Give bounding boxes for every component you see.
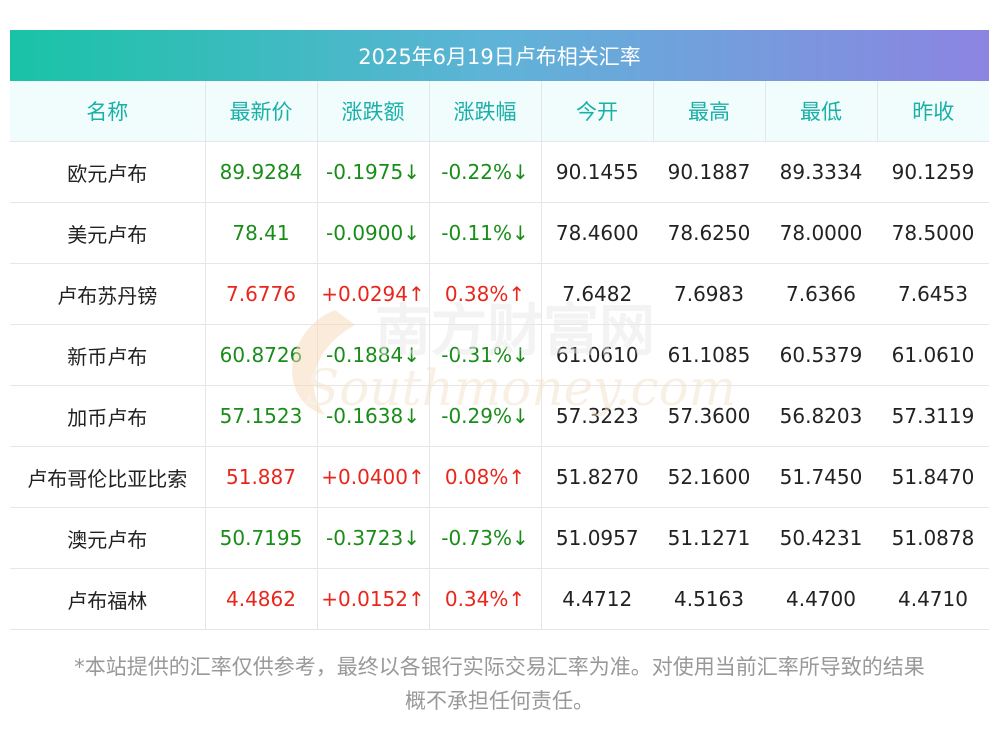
cell-low: 51.7450 [765, 446, 877, 508]
cell-high: 52.1600 [653, 446, 765, 508]
cell-latest: 60.8726 [205, 324, 318, 386]
cell-change: -0.1884↓ [317, 324, 430, 386]
cell-low: 4.4700 [765, 568, 877, 630]
cell-open: 90.1455 [541, 141, 653, 203]
cell-high: 4.5163 [653, 568, 765, 630]
header-open: 今开 [541, 81, 654, 142]
cell-high: 7.6983 [653, 263, 765, 325]
cell-latest: 4.4862 [205, 568, 318, 630]
cell-prev: 51.0878 [877, 507, 989, 569]
cell-high: 61.1085 [653, 324, 765, 386]
cell-name: 澳元卢布 [10, 507, 206, 569]
cell-high: 57.3600 [653, 385, 765, 447]
table-row: 欧元卢布 89.9284 -0.1975↓ -0.22%↓ 90.1455 90.1887… [10, 141, 989, 203]
cell-prev: 90.1259 [877, 141, 989, 203]
table-body: 欧元卢布 89.9284 -0.1975↓ -0.22%↓ 90.1455 90.1887… [10, 141, 989, 630]
cell-change: +0.0400↑ [317, 446, 430, 508]
table-row: 卢布哥伦比亚比索 51.887 +0.0400↑ 0.08%↑ 51.8270 52.16… [10, 446, 989, 508]
cell-prev: 51.8470 [877, 446, 989, 508]
cell-name: 欧元卢布 [10, 141, 206, 203]
table-row: 卢布福林 4.4862 +0.0152↑ 0.34%↑ 4.4712 4.5163 4.47… [10, 568, 989, 630]
table-row: 卢布苏丹镑 7.6776 +0.0294↑ 0.38%↑ 7.6482 7.6983 7.6… [10, 263, 989, 325]
cell-prev: 57.3119 [877, 385, 989, 447]
table-row: 加币卢布 57.1523 -0.1638↓ -0.29%↓ 57.3223 57.3600… [10, 385, 989, 447]
cell-name: 卢布哥伦比亚比索 [10, 446, 206, 508]
cell-name: 新币卢布 [10, 324, 206, 386]
cell-latest: 78.41 [205, 202, 318, 264]
cell-low: 50.4231 [765, 507, 877, 569]
disclaimer-line-2: 概不承担任何责任。 [405, 689, 594, 713]
cell-pct: 0.38%↑ [429, 263, 542, 325]
cell-latest: 50.7195 [205, 507, 318, 569]
cell-change: +0.0152↑ [317, 568, 430, 630]
table-row: 澳元卢布 50.7195 -0.3723↓ -0.73%↓ 51.0957 51.1271… [10, 507, 989, 569]
cell-open: 78.4600 [541, 202, 653, 264]
cell-name: 卢布苏丹镑 [10, 263, 206, 325]
cell-name: 卢布福林 [10, 568, 206, 630]
cell-pct: -0.22%↓ [429, 141, 542, 203]
cell-pct: -0.11%↓ [429, 202, 542, 264]
header-latest: 最新价 [205, 81, 318, 142]
cell-low: 60.5379 [765, 324, 877, 386]
cell-change: -0.1638↓ [317, 385, 430, 447]
table-row: 新币卢布 60.8726 -0.1884↓ -0.31%↓ 61.0610 61.1085… [10, 324, 989, 386]
cell-prev: 61.0610 [877, 324, 989, 386]
table-header-row: 名称 最新价 涨跌额 涨跌幅 今开 最高 最低 昨收 [10, 81, 989, 142]
cell-change: -0.3723↓ [317, 507, 430, 569]
header-high: 最高 [653, 81, 766, 142]
header-pct: 涨跌幅 [429, 81, 542, 142]
cell-low: 89.3334 [765, 141, 877, 203]
cell-low: 7.6366 [765, 263, 877, 325]
cell-latest: 57.1523 [205, 385, 318, 447]
cell-change: +0.0294↑ [317, 263, 430, 325]
cell-open: 7.6482 [541, 263, 653, 325]
rate-table: 名称 最新价 涨跌额 涨跌幅 今开 最高 最低 昨收 欧元卢布 89.9284 -0… [10, 81, 989, 630]
header-prev: 昨收 [877, 81, 989, 142]
cell-open: 51.0957 [541, 507, 653, 569]
cell-high: 51.1271 [653, 507, 765, 569]
cell-change: -0.1975↓ [317, 141, 430, 203]
cell-low: 56.8203 [765, 385, 877, 447]
cell-open: 61.0610 [541, 324, 653, 386]
cell-latest: 51.887 [205, 446, 318, 508]
table-title: 2025年6月19日卢布相关汇率 [10, 30, 989, 81]
cell-change: -0.0900↓ [317, 202, 430, 264]
table-row: 美元卢布 78.41 -0.0900↓ -0.11%↓ 78.4600 78.6250 78… [10, 202, 989, 264]
cell-high: 78.6250 [653, 202, 765, 264]
cell-latest: 7.6776 [205, 263, 318, 325]
disclaimer-line-1: *本站提供的汇率仅供参考，最终以各银行实际交易汇率为准。对使用当前汇率所导致的结… [74, 655, 925, 679]
cell-open: 51.8270 [541, 446, 653, 508]
cell-prev: 78.5000 [877, 202, 989, 264]
cell-open: 4.4712 [541, 568, 653, 630]
cell-high: 90.1887 [653, 141, 765, 203]
cell-pct: -0.29%↓ [429, 385, 542, 447]
cell-prev: 4.4710 [877, 568, 989, 630]
cell-open: 57.3223 [541, 385, 653, 447]
cell-pct: 0.34%↑ [429, 568, 542, 630]
cell-name: 加币卢布 [10, 385, 206, 447]
header-low: 最低 [765, 81, 878, 142]
cell-name: 美元卢布 [10, 202, 206, 264]
header-name: 名称 [10, 81, 206, 142]
cell-pct: 0.08%↑ [429, 446, 542, 508]
disclaimer: *本站提供的汇率仅供参考，最终以各银行实际交易汇率为准。对使用当前汇率所导致的结… [10, 650, 989, 718]
header-change: 涨跌额 [317, 81, 430, 142]
cell-latest: 89.9284 [205, 141, 318, 203]
cell-pct: -0.31%↓ [429, 324, 542, 386]
cell-low: 78.0000 [765, 202, 877, 264]
cell-prev: 7.6453 [877, 263, 989, 325]
rate-table-wrapper: 2025年6月19日卢布相关汇率 名称 最新价 涨跌额 涨跌幅 今开 最高 最低… [10, 30, 989, 630]
cell-pct: -0.73%↓ [429, 507, 542, 569]
